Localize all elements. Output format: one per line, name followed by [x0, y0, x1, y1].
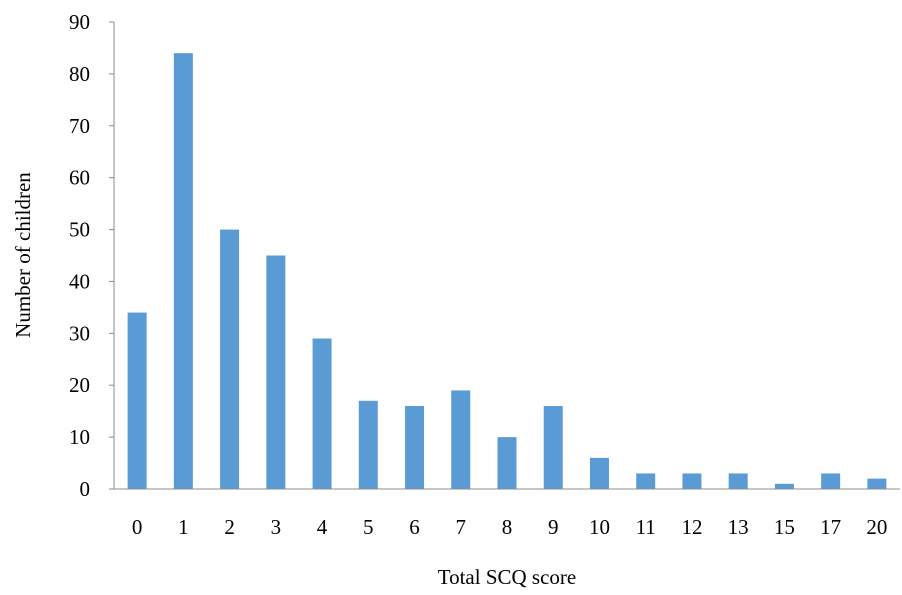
- bar-17: [821, 473, 841, 489]
- x-tick-label: 15: [774, 515, 795, 539]
- x-tick-label: 1: [178, 515, 189, 539]
- x-tick-label: 8: [502, 515, 513, 539]
- bar-1: [173, 53, 193, 490]
- x-tick-label: 5: [363, 515, 374, 539]
- x-tick-label: 7: [456, 515, 467, 539]
- bar-11: [636, 473, 656, 489]
- x-tick-label: 17: [820, 515, 841, 539]
- y-tick-label: 10: [69, 425, 90, 449]
- x-tick-label: 3: [271, 515, 282, 539]
- y-tick-label: 0: [80, 477, 91, 501]
- x-tick-label: 9: [548, 515, 559, 539]
- y-tick-label: 50: [69, 218, 90, 242]
- y-tick-label: 90: [69, 10, 90, 34]
- x-tick-label: 2: [224, 515, 235, 539]
- y-tick-label: 70: [69, 114, 90, 138]
- bar-12: [682, 473, 702, 489]
- bar-10: [589, 457, 609, 489]
- y-tick-label: 20: [69, 373, 90, 397]
- x-axis-label: Total SCQ score: [438, 565, 577, 589]
- bar-5: [358, 400, 378, 489]
- y-axis-label: Number of children: [11, 172, 35, 338]
- bar-8: [497, 437, 517, 489]
- x-tick-label: 4: [317, 515, 328, 539]
- x-tick-label: 20: [866, 515, 887, 539]
- y-axis-ticks: 0 10 20 30 40 50 60 70 80 90: [69, 10, 114, 501]
- x-tick-label: 10: [589, 515, 610, 539]
- y-tick-label: 40: [69, 269, 90, 293]
- bar-20: [867, 478, 887, 489]
- bar-3: [266, 255, 286, 489]
- bar-15: [774, 483, 794, 489]
- bar-13: [728, 473, 748, 489]
- bar-9: [543, 405, 563, 489]
- y-tick-label: 60: [69, 166, 90, 190]
- x-tick-label: 0: [132, 515, 143, 539]
- bar-0: [127, 312, 147, 489]
- x-tick-label: 12: [681, 515, 702, 539]
- bar-6: [405, 405, 425, 489]
- y-tick-label: 30: [69, 321, 90, 345]
- x-tick-label: 13: [728, 515, 749, 539]
- bar-4: [312, 338, 332, 489]
- bar-7: [451, 390, 471, 489]
- x-tick-label: 11: [636, 515, 656, 539]
- x-tick-label: 6: [409, 515, 420, 539]
- x-axis-ticks: 0 1 2 3 4 5 6 7 8 9 10 11 12 13 15 17 20: [132, 515, 888, 539]
- y-tick-label: 80: [69, 62, 90, 86]
- bar-2: [220, 229, 240, 490]
- bars: [127, 53, 887, 490]
